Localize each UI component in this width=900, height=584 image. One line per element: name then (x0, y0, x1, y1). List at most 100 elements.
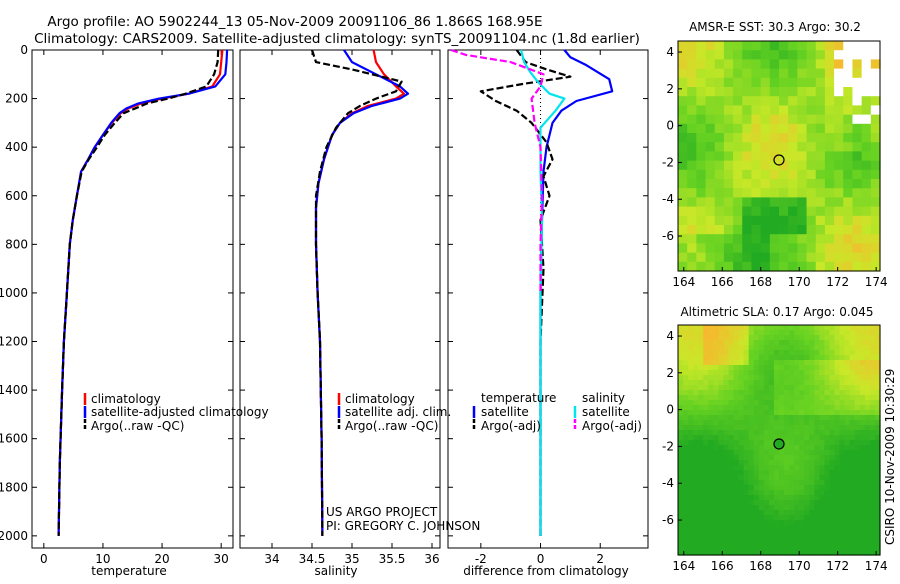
map-cell (703, 465, 709, 471)
map-cell (814, 425, 820, 431)
map-cell (829, 390, 836, 396)
map-cell (852, 197, 863, 208)
map-cell (738, 325, 745, 331)
map-cell (753, 405, 760, 411)
map-cell (834, 59, 844, 70)
map-cell (852, 87, 863, 97)
map-cell (859, 475, 866, 481)
map-cell (748, 550, 755, 556)
map-cell (784, 500, 790, 506)
map-cell (799, 545, 805, 551)
map-cell (864, 420, 871, 426)
map-cell (760, 188, 771, 198)
y-tick-label: 1800 (0, 480, 28, 494)
map-cell (839, 375, 846, 381)
map-cell (779, 169, 789, 180)
map-cell (714, 234, 725, 244)
map-cell (773, 415, 780, 421)
map-cell (760, 105, 771, 116)
map-cell (849, 435, 856, 441)
map-cell (788, 215, 798, 226)
map-cell (773, 390, 780, 396)
map-cell (859, 480, 866, 486)
map-cell (696, 160, 707, 171)
sst-map-panel: AMSR-E SST: 30.3 Argo: 30.2 164 166 168 170… (662, 20, 888, 289)
map-cell (839, 400, 846, 406)
map-cell (864, 470, 871, 476)
map-cell (829, 425, 836, 431)
map-cell (763, 535, 770, 541)
map-cell (733, 450, 740, 456)
map-cell (824, 405, 831, 411)
map-cell (728, 375, 735, 381)
map-cell (678, 375, 684, 381)
map-cell (869, 325, 876, 331)
map-cell (788, 243, 798, 254)
map-cell (723, 50, 734, 60)
map-cell (678, 440, 684, 446)
legend-heading-salinity: salinity (582, 391, 625, 405)
map-cell (806, 160, 817, 171)
map-cell (839, 425, 846, 431)
map-cell (696, 41, 707, 51)
map-cell (784, 430, 790, 436)
map-cell (854, 475, 861, 481)
map-cell (852, 215, 863, 226)
map-cell (794, 425, 800, 431)
map-cell (760, 41, 771, 51)
map-cell (678, 525, 684, 531)
map-cell (713, 390, 719, 396)
map-cell (688, 355, 694, 361)
map-cell (806, 50, 817, 60)
map-cell (763, 530, 770, 536)
map-cell (874, 525, 881, 531)
map-cell (768, 475, 775, 481)
map-cell (723, 405, 730, 411)
map-cell (768, 440, 775, 446)
map-cell (859, 525, 866, 531)
map-cell (751, 188, 762, 198)
map-cell (738, 530, 745, 536)
map-cell (814, 330, 820, 336)
map-cell (763, 430, 770, 436)
map-cell (758, 425, 765, 431)
map-cell (693, 345, 699, 351)
map-cell (824, 375, 831, 381)
map-cell (859, 385, 866, 391)
map-cell (869, 465, 876, 471)
sla-map-panel: Altimetric SLA: 0.17 Argo: 0.045 164 166 1… (662, 305, 888, 573)
map-cell (859, 470, 866, 476)
map-cell (844, 520, 851, 526)
map-cell (799, 360, 805, 366)
legend-label-satellite: satellite adj. clim. (345, 405, 451, 419)
map-cell (849, 360, 856, 366)
map-cell (768, 380, 775, 386)
map-cell (733, 385, 740, 391)
map-cell (834, 465, 841, 471)
map-cell (779, 550, 785, 556)
map-cell (864, 355, 871, 361)
map-cell (784, 445, 790, 451)
map-cell (698, 525, 704, 531)
map-cell (834, 133, 844, 143)
map-cell (769, 96, 780, 106)
map-cell (763, 520, 770, 526)
map-cell (708, 535, 714, 541)
map-cell (874, 490, 881, 496)
map-cell (758, 495, 765, 501)
map-cell (815, 160, 826, 171)
map-cell (688, 380, 694, 386)
map-cell (748, 460, 755, 466)
map-cell (809, 550, 815, 556)
map-cell (849, 510, 856, 516)
map-cell (773, 495, 780, 501)
map-cell (678, 520, 684, 526)
map-cell (859, 345, 866, 351)
map-cell (784, 415, 790, 421)
map-cell (678, 465, 684, 471)
map-cell (773, 370, 780, 376)
map-cell (743, 460, 750, 466)
map-cell (854, 525, 861, 531)
map-cell (687, 179, 697, 189)
map-cell (839, 480, 846, 486)
